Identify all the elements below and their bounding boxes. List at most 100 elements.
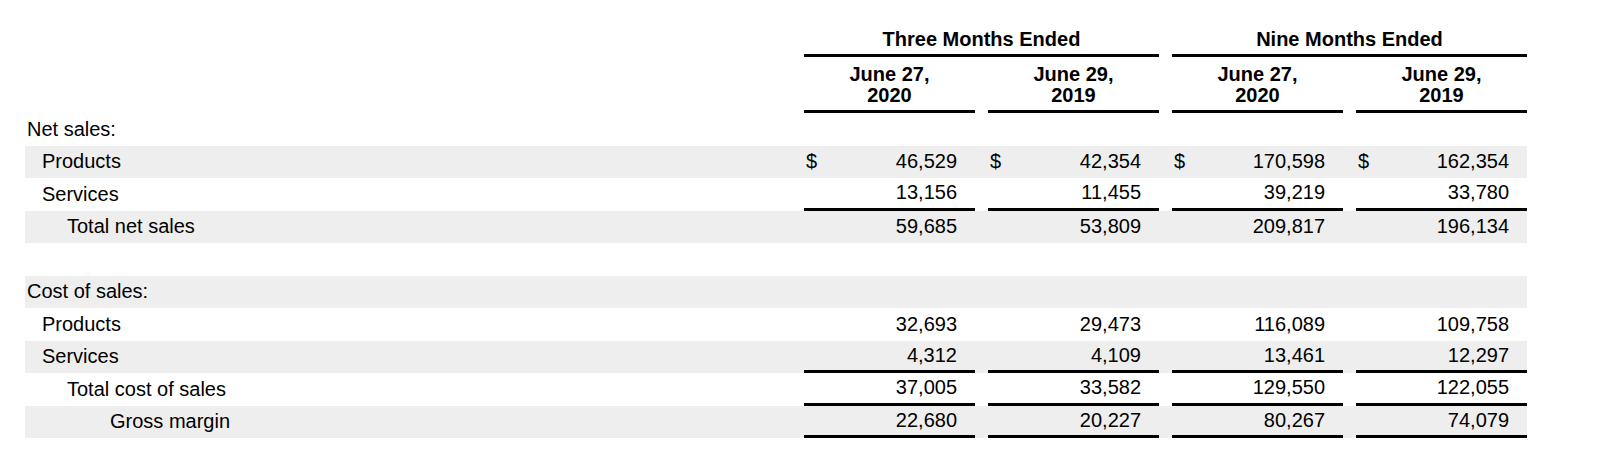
period-group-title: Three Months Ended [883,28,1081,50]
column-header-q3-2020: June 27, 2020 [804,57,975,113]
value-cell: $ 46,529 [804,146,975,179]
column-header-9m-2019: June 29, 2019 [1356,57,1527,113]
value-cell: 33,582 [988,373,1159,406]
currency-symbol: $ [804,150,817,173]
value-cell: 20,227 [988,406,1159,439]
value-cell: 122,055 [1356,373,1527,406]
table-body: Net sales: Products $ 46,529 $ 42,354 $ [25,113,1527,438]
table-row: Gross margin 22,680 20,227 80,267 74,079 [25,406,1527,439]
row-label: Net sales: [25,118,804,141]
value-cell [1172,113,1343,146]
period-group-three-months: Three Months Ended [804,26,1159,57]
period-group-title: Nine Months Ended [1256,28,1443,50]
cell-value: 11,455 [990,181,1159,204]
value-cell: 129,550 [1172,373,1343,406]
cell-value: 39,219 [1174,181,1343,204]
cell-value: 29,473 [990,313,1159,336]
column-header-year: 2020 [804,85,975,106]
row-label: Total cost of sales [25,378,804,401]
cell-value: 22,680 [806,409,975,432]
table-row: Net sales: [25,113,1527,146]
value-cell [804,243,975,276]
value-cell: 53,809 [988,211,1159,244]
value-cell: 116,089 [1172,308,1343,341]
cell-value: 53,809 [990,215,1159,238]
row-label: Products [25,313,804,336]
cell-value: 13,156 [806,181,975,204]
period-group-header-row: Three Months Ended Nine Months Ended [25,26,1527,57]
column-header-date: June 29, [1356,64,1527,85]
cell-value: 20,227 [990,409,1159,432]
cell-value: 33,780 [1358,181,1527,204]
value-cell: 37,005 [804,373,975,406]
row-label: Services [25,345,804,368]
column-header-year: 2019 [988,85,1159,106]
value-cell: 12,297 [1356,341,1527,374]
date-column-header-row: June 27, 2020 June 29, 2019 June 27, 202… [25,57,1527,113]
table-row: Total net sales 59,685 53,809 209,817 19… [25,211,1527,244]
value-cell: 29,473 [988,308,1159,341]
column-header-q3-2019: June 29, 2019 [988,57,1159,113]
column-header-9m-2020: June 27, 2020 [1172,57,1343,113]
cell-value: 122,055 [1358,376,1527,399]
currency-symbol: $ [1172,150,1185,173]
table-row: Services 4,312 4,109 13,461 12,297 [25,341,1527,374]
value-cell: $ 162,354 [1356,146,1527,179]
currency-symbol: $ [988,150,1001,173]
value-cell [988,276,1159,309]
value-cell: 11,455 [988,178,1159,211]
value-cell [1356,113,1527,146]
cell-value: 4,109 [990,344,1159,367]
value-cell: 22,680 [804,406,975,439]
cell-value: 12,297 [1358,344,1527,367]
value-cell: 59,685 [804,211,975,244]
value-cell [804,276,975,309]
row-label: Total net sales [25,215,804,238]
row-label: Cost of sales: [25,280,804,303]
cell-value: 80,267 [1174,409,1343,432]
cell-value: 42,354 [1001,150,1159,173]
cell-value: 59,685 [806,215,975,238]
value-cell [1172,243,1343,276]
financial-statement-table: Three Months Ended Nine Months Ended Jun… [25,26,1527,438]
value-cell [1356,243,1527,276]
cell-value: 4,312 [806,344,975,367]
cell-value: 46,529 [817,150,975,173]
table-row: Cost of sales: [25,276,1527,309]
period-group-nine-months: Nine Months Ended [1172,26,1527,57]
value-cell [1172,276,1343,309]
row-label: Gross margin [25,410,804,433]
value-cell: 209,817 [1172,211,1343,244]
value-cell: 13,461 [1172,341,1343,374]
cell-value: 209,817 [1174,215,1343,238]
value-cell [988,113,1159,146]
column-header-year: 2020 [1172,85,1343,106]
value-cell: 109,758 [1356,308,1527,341]
value-cell: 39,219 [1172,178,1343,211]
value-cell: 13,156 [804,178,975,211]
cell-value: 162,354 [1369,150,1527,173]
table-row: Total cost of sales 37,005 33,582 129,55… [25,373,1527,406]
cell-value: 13,461 [1174,344,1343,367]
row-label: Products [25,150,804,173]
cell-value: 74,079 [1358,409,1527,432]
value-cell [1356,276,1527,309]
value-cell: $ 42,354 [988,146,1159,179]
value-cell: 4,109 [988,341,1159,374]
value-cell: 33,780 [1356,178,1527,211]
value-cell: 80,267 [1172,406,1343,439]
cell-value: 32,693 [806,313,975,336]
cell-value: 129,550 [1174,376,1343,399]
cell-value: 116,089 [1174,313,1343,336]
column-header-date: June 27, [804,64,975,85]
column-header-date: June 27, [1172,64,1343,85]
value-cell [988,243,1159,276]
value-cell [804,113,975,146]
table-row: Services 13,156 11,455 39,219 33,780 [25,178,1527,211]
cell-value: 37,005 [806,376,975,399]
column-header-date: June 29, [988,64,1159,85]
cell-value: 109,758 [1358,313,1527,336]
cell-value: 33,582 [990,376,1159,399]
value-cell: $ 170,598 [1172,146,1343,179]
cell-value: 196,134 [1358,215,1527,238]
